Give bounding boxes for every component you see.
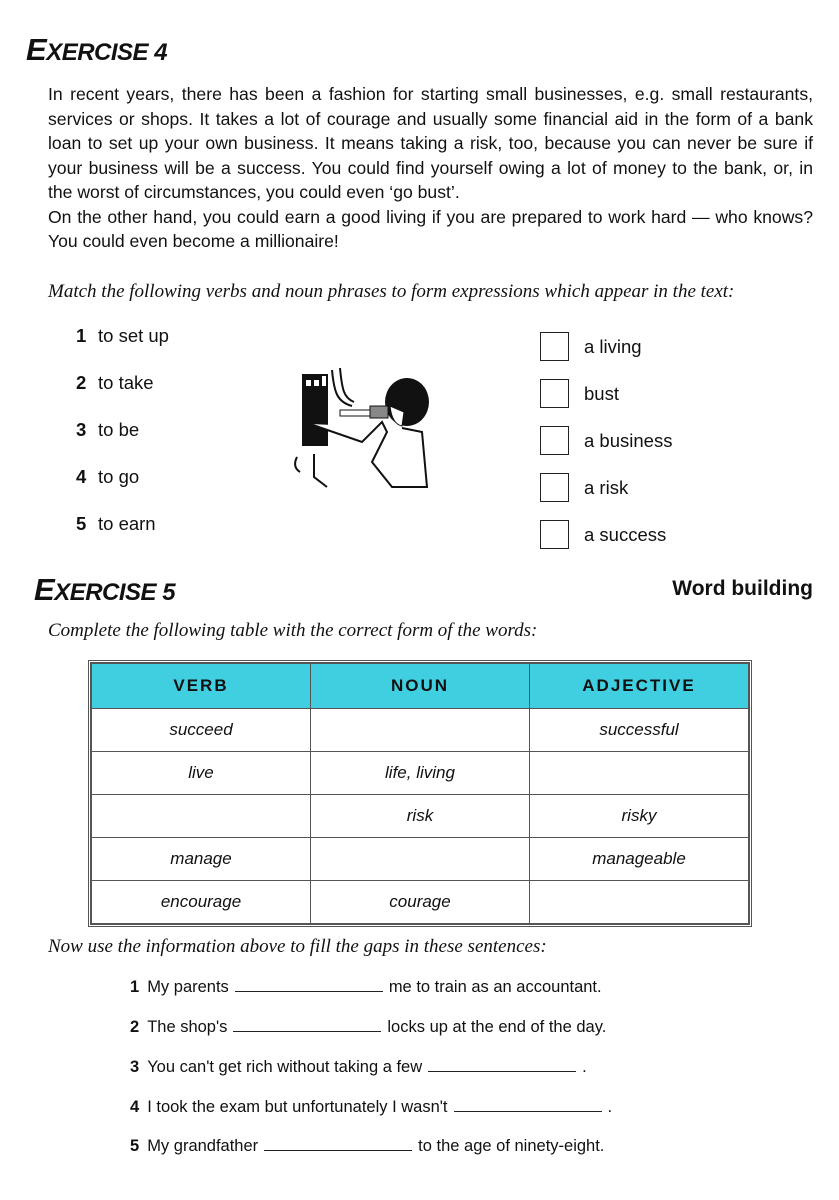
answer-checkbox[interactable] <box>540 426 569 455</box>
word-table: VERB NOUN ADJECTIVE succeed successful li… <box>88 660 752 927</box>
table-row: live life, living <box>91 751 749 795</box>
exercise-4-text: In recent years, there has been a fashio… <box>48 82 813 254</box>
noun-text: a risk <box>584 476 629 498</box>
noun-item: bust <box>540 370 672 417</box>
sentence: 1 My parents me to train as an accountant. <box>130 978 602 997</box>
table-cell[interactable]: succeed <box>91 708 311 752</box>
woman-with-drill-illustration <box>294 367 429 488</box>
sentence-text: . <box>582 1058 587 1076</box>
title-initial: E <box>34 572 55 607</box>
answer-gap[interactable] <box>234 990 383 992</box>
verb-text: to be <box>98 419 140 440</box>
sentence: 3 You can't get rich without taking a few… <box>130 1058 587 1077</box>
noun-text: a living <box>584 335 642 357</box>
exercise-4-title: EXERCISE 4 <box>26 32 168 68</box>
noun-item: a business <box>540 417 672 464</box>
sentence-text: . <box>607 1098 613 1116</box>
sentence-text: My parents <box>147 978 229 996</box>
item-number: 3 <box>130 1058 140 1076</box>
table-cell[interactable]: life, living <box>310 751 530 795</box>
sentence: 4 I took the exam but unfortunately I was… <box>130 1098 612 1117</box>
table-row: manage manageable <box>91 837 749 881</box>
item-number: 1 <box>130 978 140 996</box>
table-cell[interactable]: live <box>91 751 311 795</box>
noun-text: bust <box>584 382 619 404</box>
sentence: 5 My grandfather to the age of ninety-eigh… <box>130 1137 604 1156</box>
item-number: 2 <box>130 1018 140 1036</box>
item-number: 5 <box>130 1137 140 1155</box>
answer-checkbox[interactable] <box>540 332 569 361</box>
verb-item: 5 to earn <box>76 513 169 560</box>
sentence-text: My grandfather <box>147 1137 259 1155</box>
table-cell[interactable] <box>310 708 530 752</box>
table-row: succeed successful <box>91 708 749 752</box>
exercise-5-title: EXERCISE 5 <box>34 572 176 608</box>
answer-gap[interactable] <box>428 1070 577 1072</box>
title-rest: XERCISE 4 <box>46 39 168 66</box>
paragraph: On the other hand, you could earn a good… <box>48 206 813 252</box>
table-header-row: VERB NOUN ADJECTIVE <box>91 663 749 709</box>
table-cell[interactable]: successful <box>529 708 749 752</box>
table-cell[interactable]: risky <box>529 794 749 838</box>
answer-gap[interactable] <box>453 1110 602 1112</box>
answer-checkbox[interactable] <box>540 379 569 408</box>
table-cell[interactable] <box>91 794 311 838</box>
item-number: 5 <box>76 513 87 534</box>
answer-checkbox[interactable] <box>540 473 569 502</box>
verb-text: to go <box>98 466 140 487</box>
sentence-text: You can't get rich without taking a few <box>147 1058 423 1076</box>
verb-item: 1 to set up <box>76 325 169 372</box>
sentence-text: me to train as an accountant. <box>388 978 602 996</box>
exercise-5-subtitle: Word building <box>672 577 813 600</box>
noun-text: a success <box>584 523 667 545</box>
table-cell[interactable]: manage <box>91 837 311 881</box>
table-row: encourage courage <box>91 880 749 924</box>
item-number: 4 <box>76 466 87 487</box>
noun-text: a business <box>584 429 673 451</box>
verb-item: 3 to be <box>76 419 169 466</box>
title-initial: E <box>26 32 47 67</box>
verb-text: to take <box>98 372 154 393</box>
paragraph: In recent years, there has been a fashio… <box>48 84 813 202</box>
item-number: 4 <box>130 1098 140 1116</box>
sentence: 2 The shop's locks up at the end of the da… <box>130 1018 606 1037</box>
title-rest: XERCISE 5 <box>54 579 176 606</box>
exercise-5-instruction: Complete the following table with the co… <box>48 620 538 641</box>
verb-text: to set up <box>98 325 169 346</box>
table-cell[interactable]: manageable <box>529 837 749 881</box>
noun-item: a living <box>540 323 672 370</box>
noun-list: a living bust a business a risk a succes… <box>540 323 672 558</box>
item-number: 2 <box>76 372 87 393</box>
sentence-text: I took the exam but unfortunately I wasn… <box>147 1098 448 1116</box>
exercise-4-instruction: Match the following verbs and noun phras… <box>48 281 735 302</box>
noun-item: a success <box>540 511 672 558</box>
sentence-text: locks up at the end of the day. <box>387 1018 607 1036</box>
answer-checkbox[interactable] <box>540 520 569 549</box>
item-number: 3 <box>76 419 87 440</box>
sentence-text: The shop's <box>147 1018 228 1036</box>
verb-list: 1 to set up 2 to take 3 to be 4 to go 5 to ea… <box>76 325 169 560</box>
table-cell[interactable] <box>310 837 530 881</box>
table-cell[interactable] <box>529 880 749 924</box>
answer-gap[interactable] <box>233 1030 382 1032</box>
verb-item: 4 to go <box>76 466 169 513</box>
table-cell[interactable]: encourage <box>91 880 311 924</box>
answer-gap[interactable] <box>264 1149 413 1151</box>
verb-text: to earn <box>98 513 156 534</box>
exercise-5-instruction-2: Now use the information above to fill th… <box>48 936 547 957</box>
column-header: NOUN <box>310 663 530 709</box>
column-header: VERB <box>91 663 311 709</box>
table-cell[interactable] <box>529 751 749 795</box>
table-cell[interactable]: courage <box>310 880 530 924</box>
sentence-text: to the age of ninety-eight. <box>418 1137 605 1155</box>
verb-item: 2 to take <box>76 372 169 419</box>
item-number: 1 <box>76 325 87 346</box>
table-row: risk risky <box>91 794 749 838</box>
table-cell[interactable]: risk <box>310 794 530 838</box>
column-header: ADJECTIVE <box>529 663 749 709</box>
noun-item: a risk <box>540 464 672 511</box>
